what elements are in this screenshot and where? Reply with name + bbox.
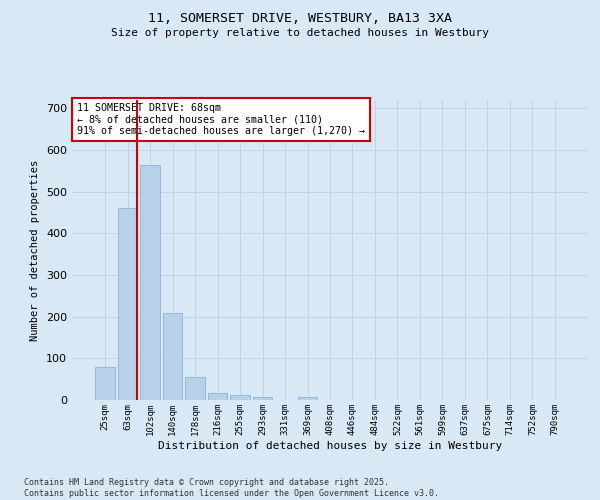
Bar	[185, 377, 205, 400]
Bar	[230, 395, 250, 400]
Bar	[253, 396, 272, 400]
Bar	[95, 366, 115, 400]
Text: 11 SOMERSET DRIVE: 68sqm
← 8% of detached houses are smaller (110)
91% of semi-d: 11 SOMERSET DRIVE: 68sqm ← 8% of detache…	[77, 103, 365, 136]
Text: Contains HM Land Registry data © Crown copyright and database right 2025.
Contai: Contains HM Land Registry data © Crown c…	[24, 478, 439, 498]
Bar	[208, 392, 227, 400]
Bar	[118, 208, 137, 400]
Bar	[298, 396, 317, 400]
Y-axis label: Number of detached properties: Number of detached properties	[31, 160, 40, 340]
Text: Size of property relative to detached houses in Westbury: Size of property relative to detached ho…	[111, 28, 489, 38]
Bar	[163, 312, 182, 400]
Text: 11, SOMERSET DRIVE, WESTBURY, BA13 3XA: 11, SOMERSET DRIVE, WESTBURY, BA13 3XA	[148, 12, 452, 26]
X-axis label: Distribution of detached houses by size in Westbury: Distribution of detached houses by size …	[158, 440, 502, 450]
Bar	[140, 164, 160, 400]
